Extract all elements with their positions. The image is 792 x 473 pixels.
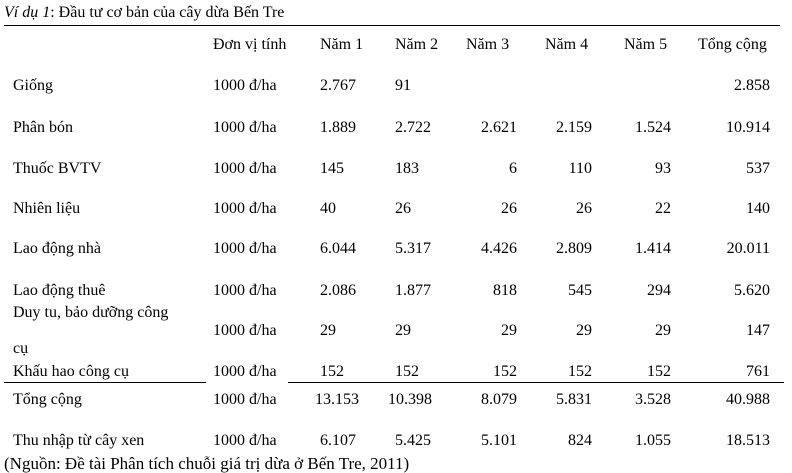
cell-y4: 2.809 bbox=[556, 240, 592, 257]
row-label-continued: cụ bbox=[13, 340, 29, 357]
source-note: (Nguồn: Đề tài Phân tích chuỗi giá trị d… bbox=[4, 454, 410, 473]
cell-y4: 152 bbox=[568, 363, 592, 380]
header-year-5: Năm 5 bbox=[624, 36, 668, 53]
cell-y2: 5.425 bbox=[395, 432, 431, 449]
total-rule-left bbox=[4, 382, 206, 383]
cell-total: 5.620 bbox=[734, 282, 770, 299]
cell-y2: 183 bbox=[395, 160, 419, 177]
row-label: Phân bón bbox=[13, 119, 73, 136]
cell-y5: 93 bbox=[655, 160, 671, 177]
header-total: Tổng cộng bbox=[698, 36, 767, 53]
cell-y4: 5.831 bbox=[556, 391, 592, 408]
cell-y2: 29 bbox=[395, 322, 411, 339]
table-caption: Ví dụ 1: Đầu tư cơ bản của cây dừa Bến T… bbox=[4, 4, 284, 22]
row-unit: 1000 đ/ha bbox=[213, 77, 277, 94]
row-unit: 1000 đ/ha bbox=[213, 200, 277, 217]
cell-y4: 29 bbox=[576, 322, 592, 339]
row-label: Nhiên liệu bbox=[13, 200, 81, 217]
header-year-1: Năm 1 bbox=[320, 36, 364, 53]
cell-total: 761 bbox=[746, 363, 770, 380]
row-unit: 1000 đ/ha bbox=[213, 391, 277, 408]
cell-y3: 2.621 bbox=[481, 119, 517, 136]
header-unit: Đơn vị tính bbox=[213, 36, 287, 53]
row-unit: 1000 đ/ha bbox=[213, 363, 277, 380]
cell-y3: 5.101 bbox=[481, 432, 517, 449]
row-unit: 1000 đ/ha bbox=[213, 119, 277, 136]
cell-y2: 152 bbox=[395, 363, 419, 380]
row-label: Lao động nhà bbox=[13, 240, 101, 257]
cell-y5: 22 bbox=[655, 200, 671, 217]
example-label: Ví dụ 1 bbox=[4, 4, 51, 21]
cell-y1: 29 bbox=[320, 322, 336, 339]
cell-y2: 5.317 bbox=[395, 240, 431, 257]
cell-y5: 1.524 bbox=[635, 119, 671, 136]
cell-y2: 2.722 bbox=[395, 119, 431, 136]
header-year-2: Năm 2 bbox=[395, 36, 439, 53]
cell-y1: 6.107 bbox=[320, 432, 356, 449]
cell-y5: 294 bbox=[647, 282, 671, 299]
cell-y1: 40 bbox=[320, 200, 336, 217]
cell-total: 2.858 bbox=[734, 77, 770, 94]
cell-total: 10.914 bbox=[726, 119, 770, 136]
row-unit: 1000 đ/ha bbox=[213, 160, 277, 177]
row-label: Duy tu, bảo dưỡng công bbox=[13, 304, 169, 321]
cell-y3: 4.426 bbox=[481, 240, 517, 257]
row-unit: 1000 đ/ha bbox=[213, 432, 277, 449]
cell-y4: 26 bbox=[576, 200, 592, 217]
row-unit: 1000 đ/ha bbox=[213, 282, 277, 299]
cell-y4: 110 bbox=[568, 160, 592, 177]
cell-total: 40.988 bbox=[726, 391, 770, 408]
cell-y1: 145 bbox=[320, 160, 344, 177]
cell-y1: 152 bbox=[320, 363, 344, 380]
cell-total: 18.513 bbox=[726, 432, 770, 449]
cell-y5: 152 bbox=[647, 363, 671, 380]
cell-y3: 152 bbox=[493, 363, 517, 380]
cell-y4: 545 bbox=[568, 282, 592, 299]
cell-total: 537 bbox=[746, 160, 770, 177]
cell-y3: 6 bbox=[509, 160, 517, 177]
cell-y1: 2.767 bbox=[320, 77, 356, 94]
cell-y2: 10.398 bbox=[388, 391, 432, 408]
cell-y1: 2.086 bbox=[320, 282, 356, 299]
cell-y5: 29 bbox=[655, 322, 671, 339]
total-rule-right bbox=[288, 382, 784, 383]
row-label: Khấu hao công cụ bbox=[13, 363, 129, 380]
cell-y1: 1.889 bbox=[320, 119, 356, 136]
row-label: Lao động thuê bbox=[13, 282, 106, 299]
header-year-4: Năm 4 bbox=[545, 36, 589, 53]
row-unit: 1000 đ/ha bbox=[213, 322, 277, 339]
cell-total: 147 bbox=[746, 322, 770, 339]
row-label: Giống bbox=[13, 77, 53, 94]
cell-y5: 1.055 bbox=[635, 432, 671, 449]
row-unit: 1000 đ/ha bbox=[213, 240, 277, 257]
cell-y5: 1.414 bbox=[635, 240, 671, 257]
cell-y2: 91 bbox=[395, 77, 411, 94]
cell-y1: 6.044 bbox=[320, 240, 356, 257]
cell-y3: 818 bbox=[493, 282, 517, 299]
cell-y2: 26 bbox=[395, 200, 411, 217]
cell-y3: 8.079 bbox=[481, 391, 517, 408]
row-label: Tổng cộng bbox=[13, 391, 82, 408]
cell-y3: 26 bbox=[501, 200, 517, 217]
header-year-3: Năm 3 bbox=[466, 36, 510, 53]
cell-total: 140 bbox=[746, 200, 770, 217]
cell-y4: 824 bbox=[568, 432, 592, 449]
row-label: Thuốc BVTV bbox=[13, 160, 102, 177]
row-label: Thu nhập từ cây xen bbox=[13, 432, 145, 449]
cell-y4: 2.159 bbox=[556, 119, 592, 136]
cell-y1: 13.153 bbox=[315, 391, 359, 408]
caption-text: : Đầu tư cơ bản của cây dừa Bến Tre bbox=[50, 4, 285, 21]
cell-y5: 3.528 bbox=[635, 391, 671, 408]
cell-y3: 29 bbox=[501, 322, 517, 339]
top-rule bbox=[4, 25, 780, 26]
cell-total: 20.011 bbox=[726, 240, 770, 257]
cell-y2: 1.877 bbox=[395, 282, 431, 299]
